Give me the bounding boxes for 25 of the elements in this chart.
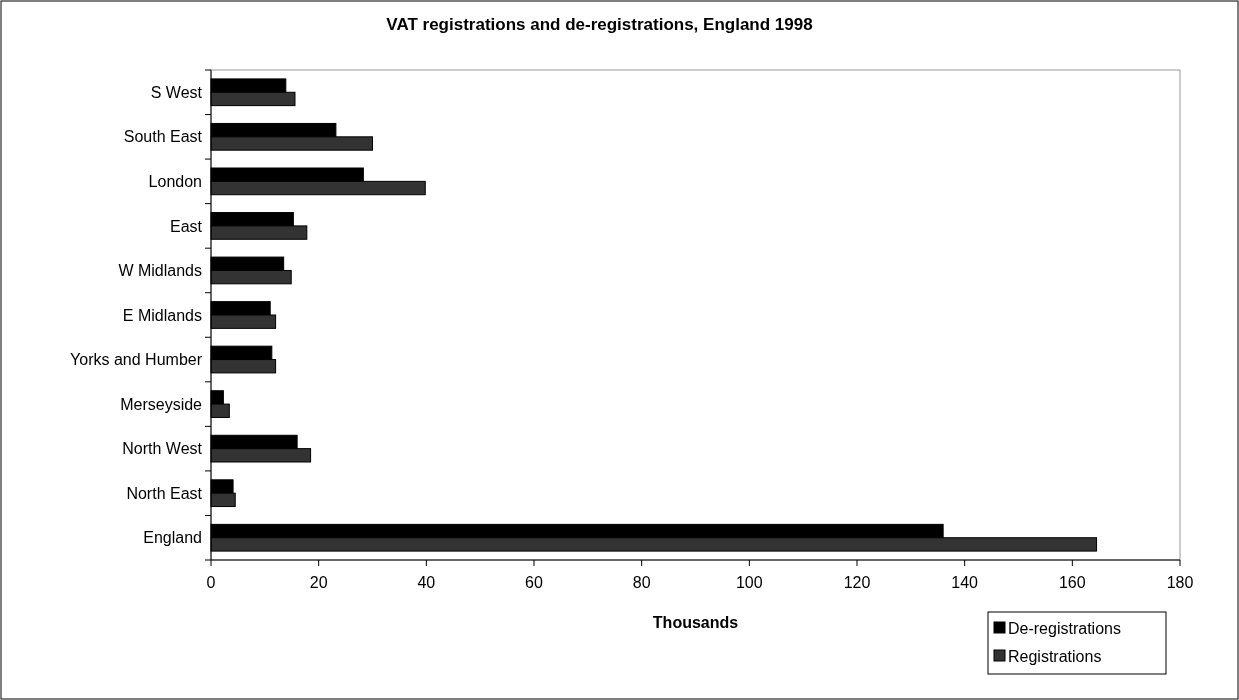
x-tick-label: 20 bbox=[309, 574, 328, 591]
legend-label: De-registrations bbox=[1008, 619, 1121, 637]
x-tick-label: 60 bbox=[525, 574, 543, 591]
x-tick-label: 40 bbox=[417, 574, 436, 591]
y-tick-label: England bbox=[143, 529, 202, 547]
y-tick-label: South East bbox=[123, 128, 203, 146]
y-tick-label: Yorks and Humber bbox=[70, 351, 203, 369]
y-tick-label: London bbox=[148, 172, 202, 190]
x-tick-label: 160 bbox=[1058, 574, 1086, 591]
y-tick-label: S West bbox=[150, 83, 203, 101]
x-axis-title: Thousands bbox=[652, 614, 739, 631]
y-tick-label: W Midlands bbox=[118, 262, 202, 280]
legend-label: Registrations bbox=[1008, 647, 1102, 665]
x-tick-label: 120 bbox=[843, 574, 871, 591]
y-tick-label: East bbox=[169, 217, 203, 235]
y-tick-label: E Midlands bbox=[122, 306, 202, 324]
x-tick-label: 180 bbox=[1166, 574, 1194, 591]
x-tick-label: 100 bbox=[735, 574, 763, 591]
x-tick-label: 80 bbox=[632, 574, 651, 591]
chart-title: VAT registrations and de-registrations, England 1998 bbox=[386, 15, 813, 34]
y-tick-label: Merseyside bbox=[120, 395, 203, 413]
x-tick-label: 140 bbox=[951, 574, 979, 591]
x-tick-label: 0 bbox=[206, 574, 216, 591]
y-tick-label: North East bbox=[126, 484, 203, 502]
y-tick-label: North West bbox=[122, 440, 203, 458]
